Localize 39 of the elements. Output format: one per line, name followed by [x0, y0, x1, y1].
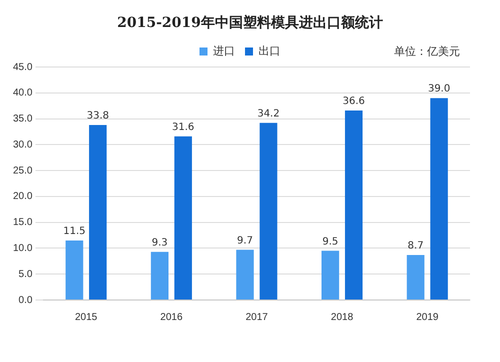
data-label: 34.2: [257, 108, 280, 120]
y-tick-label: 25.0: [12, 165, 33, 176]
bar: [236, 250, 254, 300]
bar: [66, 240, 84, 300]
data-label: 33.8: [86, 110, 109, 122]
x-tick-label: 2019: [416, 312, 439, 323]
bar: [150, 252, 168, 300]
bar: [174, 136, 192, 300]
bar: [260, 122, 278, 300]
y-tick-label: 45.0: [12, 62, 33, 73]
legend-label: 进口: [213, 44, 235, 58]
data-label: 11.5: [63, 226, 86, 238]
bar: [406, 254, 424, 300]
y-tick-label: 10.0: [12, 242, 33, 254]
bar: [344, 110, 363, 300]
bar: [89, 124, 107, 300]
data-label: 9.5: [322, 236, 338, 248]
y-tick-label: 5.0: [18, 268, 33, 280]
x-tick-label: 2015: [74, 312, 98, 323]
y-tick-label: 0.0: [18, 294, 33, 306]
chart-title: 2015-2019年中国塑料模具进出口额统计: [116, 14, 384, 32]
data-label: 31.6: [172, 122, 194, 133]
y-tick-label: 20.0: [12, 191, 33, 202]
x-tick-label: 2016: [160, 312, 183, 323]
y-tick-label: 30.0: [12, 139, 33, 150]
x-tick-label: 2017: [246, 312, 268, 323]
legend-label: 出口: [258, 44, 280, 58]
data-label: 36.6: [342, 96, 365, 108]
bar: [430, 98, 448, 300]
data-label: 9.7: [237, 235, 253, 246]
data-label: 39.0: [428, 84, 450, 95]
data-label: 8.7: [408, 240, 424, 252]
x-tick-label: 2018: [330, 312, 354, 323]
data-label: 9.3: [152, 237, 168, 248]
bar: [322, 250, 340, 300]
text: 单位：亿美元: [394, 44, 460, 59]
y-tick-label: 40.0: [12, 88, 33, 99]
y-tick-label: 35.0: [12, 114, 33, 125]
y-tick-label: 15.0: [12, 217, 33, 228]
